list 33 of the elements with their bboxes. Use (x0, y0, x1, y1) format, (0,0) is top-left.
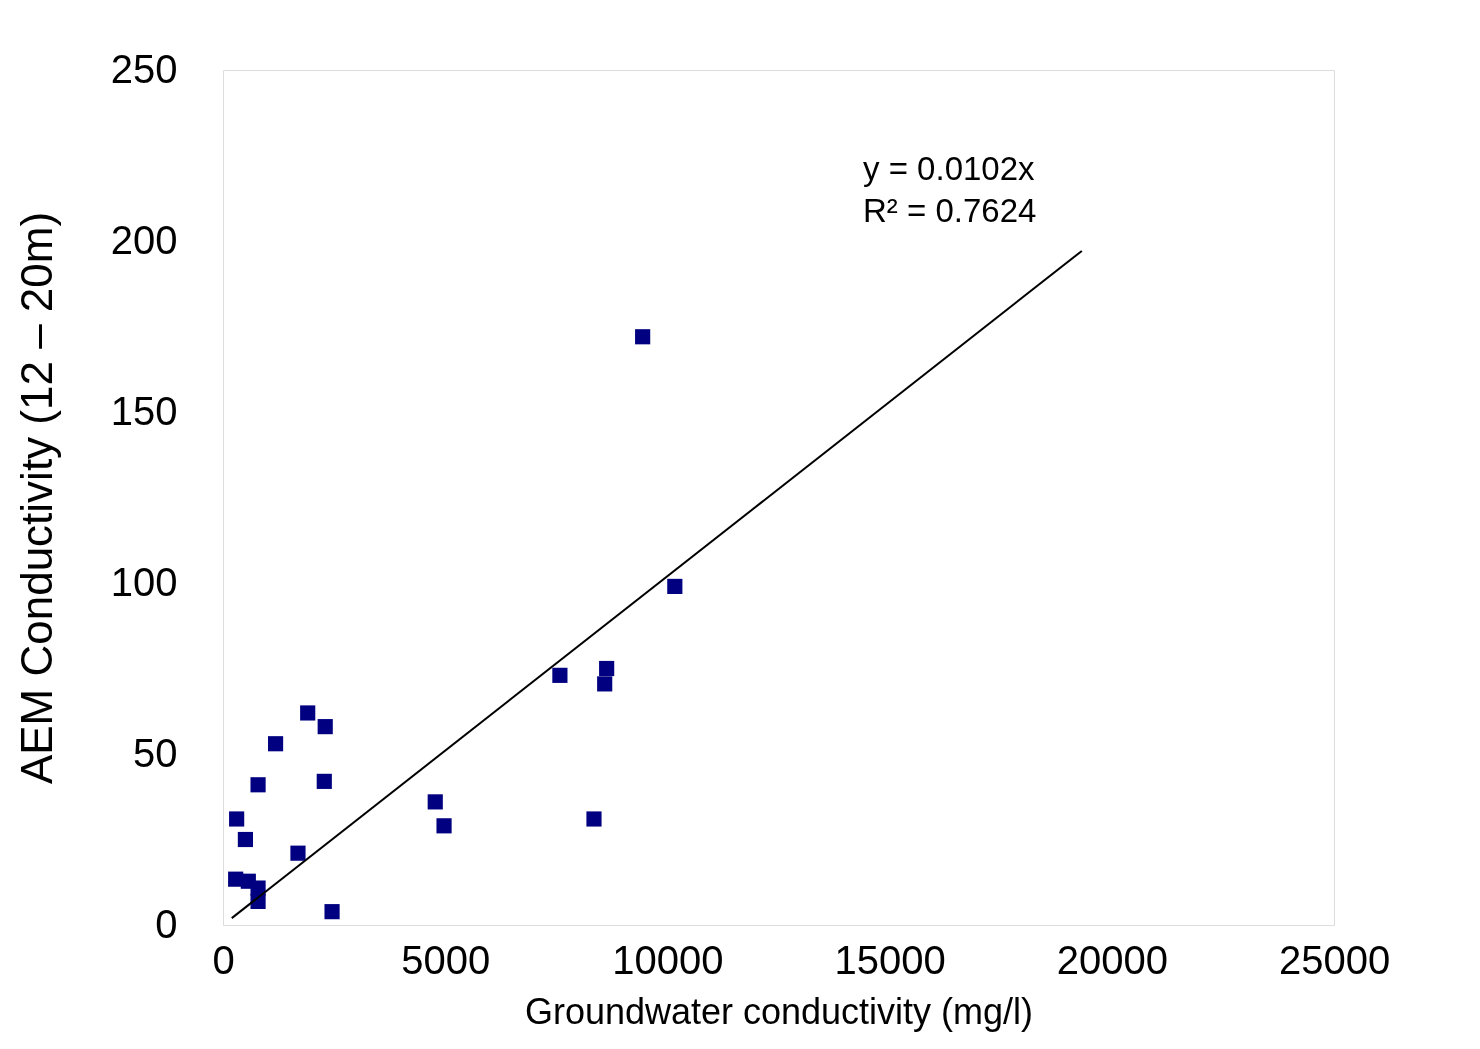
annotation: y = 0.0102x (863, 150, 1036, 187)
y-tick-label: 100 (110, 559, 178, 604)
y-tick-label: 150 (110, 388, 178, 433)
point (267, 736, 284, 752)
y-axis-title: AEM Conductivity (12 – 20m) (11, 211, 61, 785)
x-tick-label: 10000 (612, 937, 724, 982)
point (324, 904, 340, 920)
point (597, 676, 613, 692)
x-axis-title: Groundwater conductivity (mg/l) (524, 990, 1034, 1032)
point (427, 794, 443, 810)
point (586, 811, 602, 827)
x-tick-label: 5000 (401, 937, 491, 982)
x-tick-label: 0 (212, 937, 235, 982)
point (436, 818, 452, 834)
x-tick-label: 25000 (1278, 937, 1391, 982)
y-tick-label: 200 (110, 217, 178, 262)
point (599, 660, 615, 677)
y-tick-label: 250 (110, 46, 178, 91)
point (317, 719, 333, 735)
x-tick-label: 20000 (1056, 937, 1168, 982)
point (316, 773, 332, 789)
point (667, 578, 683, 594)
point (552, 667, 568, 683)
x-tick-label: 15000 (834, 937, 946, 982)
point (300, 705, 316, 721)
point (635, 329, 651, 345)
point (290, 845, 306, 861)
y-tick-label: 50 (133, 730, 178, 775)
point (237, 831, 253, 848)
point (250, 777, 266, 793)
point (229, 811, 245, 827)
y-tick-label: 0 (155, 901, 178, 946)
annotation: R² = 0.7624 (863, 192, 1037, 229)
